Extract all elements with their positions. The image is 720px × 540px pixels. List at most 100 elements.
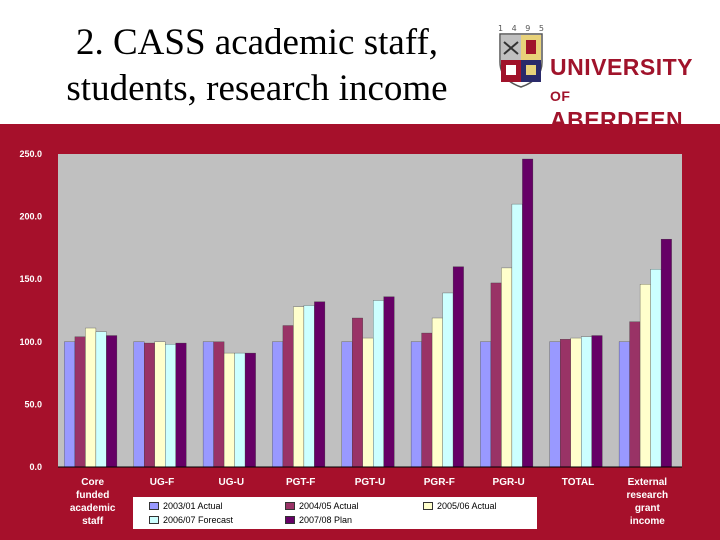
bar-8-2 [639,284,651,468]
x-axis-labels: Core funded academic staff UG-F UG-U PGT-F PGT-… [70,477,668,527]
bar-chart: 0.0 50.0 100.0 150.0 200.0 250.0 Core funded ac… [19,149,682,527]
bar-8-4 [660,238,672,468]
bar-5-0 [410,341,422,468]
bar-5-2 [431,317,443,468]
y-axis-ticks: 0.0 50.0 100.0 150.0 200.0 250.0 [19,149,42,472]
logo-of: OF [550,88,571,104]
x-tick-label-5: PGR-F [424,477,455,488]
slide-header: 2. CASS academic staff, students, resear… [0,0,720,133]
x-tick-label-7: TOTAL [562,477,594,488]
bar-5-4 [452,266,464,468]
bar-2-4 [244,352,256,468]
legend-item-3: 2006/07 Forecast [149,515,233,525]
legend-swatch-1 [285,502,295,510]
x-tick-label-3-line-0: PGT-F [286,477,315,488]
bar-7-4 [591,335,603,468]
university-logo: 1 4 9 5 UNIVERSITY OF ABERDEEN [494,24,704,133]
legend-label-2: 2005/06 Actual [437,501,497,511]
bar-7-3 [581,336,592,468]
bar-4-2 [362,337,374,468]
bar-1-3 [165,344,176,468]
x-tick-label-8: External research grant income [626,477,668,527]
legend-label-4: 2007/08 Plan [299,515,353,525]
bar-5-3 [442,292,454,468]
crest-icon [499,33,543,88]
bar-4-0 [341,341,353,468]
bar-0-0 [64,341,76,468]
legend-item-1: 2004/05 Actual [285,501,359,511]
x-tick-label-8-line-0: External [628,477,668,488]
bar-8-0 [618,341,630,468]
x-tick-label-2: UG-U [219,477,245,488]
y-tick-label-4: 200.0 [19,212,42,222]
bar-7-1 [560,339,571,468]
x-tick-label-0-line-0: Core [81,477,104,488]
bar-4-4 [383,296,395,468]
bar-6-0 [480,341,492,468]
bar-6-2 [501,267,513,468]
y-tick-label-3: 150.0 [19,274,42,284]
x-tick-label-0-line-2: academic [70,503,116,514]
bar-0-3 [95,331,107,468]
x-tick-label-0: Core funded academic staff [70,477,116,527]
bar-1-4 [175,342,187,468]
bar-3-3 [303,305,315,468]
x-tick-label-6: PGR-U [493,477,525,488]
y-tick-label-2: 100.0 [19,337,42,347]
y-tick-label-0: 0.0 [29,462,42,472]
bar-1-0 [133,341,145,468]
logo-university: UNIVERSITY [550,54,694,80]
bar-6-3 [511,203,523,468]
bar-8-1 [629,321,641,468]
bar-1-1 [144,342,155,468]
bar-0-4 [106,335,118,468]
legend-item-2: 2005/06 Actual [423,501,497,511]
bar-2-1 [213,341,225,468]
legend-swatch-2 [423,502,433,510]
x-tick-label-1-line-0: UG-F [150,477,174,488]
title-line-2: students, research income [66,68,448,109]
x-tick-label-0-line-3: staff [82,516,104,527]
bar-1-2 [154,341,166,468]
x-tick-label-3: PGT-F [286,477,315,488]
bar-0-2 [85,327,97,468]
bar-3-0 [272,341,284,468]
bar-0-1 [74,336,86,468]
bar-4-3 [373,300,384,468]
bar-4-1 [352,317,363,468]
logo-years: 1 4 9 5 [498,24,547,33]
legend-swatch-4 [285,516,295,524]
bars-group [64,158,672,468]
x-tick-label-4: PGT-U [355,477,386,488]
bar-6-4 [522,158,534,468]
x-tick-label-4-line-0: PGT-U [355,477,386,488]
chart-legend: 2003/01 Actual 2004/05 Actual 2005/06 Ac… [133,497,537,529]
x-tick-label-7-line-0: TOTAL [562,477,594,488]
y-tick-label-5: 250.0 [19,149,42,159]
legend-label-0: 2003/01 Actual [163,501,223,511]
x-tick-label-8-line-3: income [630,516,665,527]
bar-2-0 [202,341,214,468]
legend-label-3: 2006/07 Forecast [163,515,234,525]
bar-8-3 [650,269,662,468]
legend-swatch-3 [149,516,159,524]
x-tick-label-6-line-0: PGR-U [493,477,525,488]
bar-2-2 [223,352,235,468]
bar-2-3 [234,352,246,468]
bar-3-1 [282,325,294,468]
x-tick-label-2-line-0: UG-U [219,477,245,488]
legend-label-1: 2004/05 Actual [299,501,359,511]
bar-6-1 [490,282,502,468]
x-tick-label-8-line-2: grant [635,503,661,514]
bar-3-4 [314,301,326,468]
x-tick-label-1: UG-F [150,477,174,488]
legend-item-0: 2003/01 Actual [149,501,223,511]
slide-title: 2. CASS academic staff, students, resear… [22,20,492,112]
x-tick-label-5-line-0: PGR-F [424,477,455,488]
x-tick-label-8-line-1: research [626,490,668,501]
y-tick-label-1: 50.0 [24,399,42,409]
bar-3-2 [293,306,305,468]
legend-item-4: 2007/08 Plan [285,515,352,525]
x-tick-label-0-line-1: funded [76,490,109,501]
bar-5-1 [421,332,433,468]
